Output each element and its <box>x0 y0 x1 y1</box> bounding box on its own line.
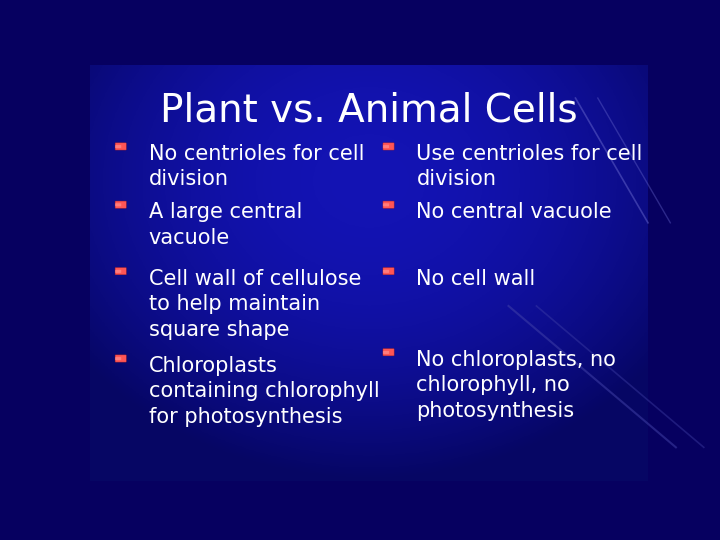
Text: No central vacuole: No central vacuole <box>416 202 612 222</box>
FancyBboxPatch shape <box>115 143 126 150</box>
FancyBboxPatch shape <box>115 355 126 362</box>
Text: No centrioles for cell
division: No centrioles for cell division <box>148 144 364 190</box>
FancyBboxPatch shape <box>115 270 121 273</box>
FancyBboxPatch shape <box>383 145 389 148</box>
FancyBboxPatch shape <box>115 201 126 208</box>
Text: Chloroplasts
containing chlorophyll
for photosynthesis: Chloroplasts containing chlorophyll for … <box>148 356 379 427</box>
Text: Use centrioles for cell
division: Use centrioles for cell division <box>416 144 643 190</box>
FancyBboxPatch shape <box>115 145 121 148</box>
FancyBboxPatch shape <box>115 357 121 360</box>
Text: A large central
vacuole: A large central vacuole <box>148 202 302 248</box>
FancyBboxPatch shape <box>383 203 389 206</box>
FancyBboxPatch shape <box>383 268 394 275</box>
Text: No chloroplasts, no
chlorophyll, no
photosynthesis: No chloroplasts, no chlorophyll, no phot… <box>416 349 616 421</box>
Text: Plant vs. Animal Cells: Plant vs. Animal Cells <box>160 92 578 130</box>
FancyBboxPatch shape <box>383 270 389 273</box>
FancyBboxPatch shape <box>383 351 389 354</box>
Text: No cell wall: No cell wall <box>416 268 536 288</box>
FancyBboxPatch shape <box>115 203 121 206</box>
FancyBboxPatch shape <box>383 349 394 356</box>
FancyBboxPatch shape <box>383 143 394 150</box>
Text: Cell wall of cellulose
to help maintain
square shape: Cell wall of cellulose to help maintain … <box>148 268 361 340</box>
FancyBboxPatch shape <box>115 268 126 275</box>
FancyBboxPatch shape <box>383 201 394 208</box>
